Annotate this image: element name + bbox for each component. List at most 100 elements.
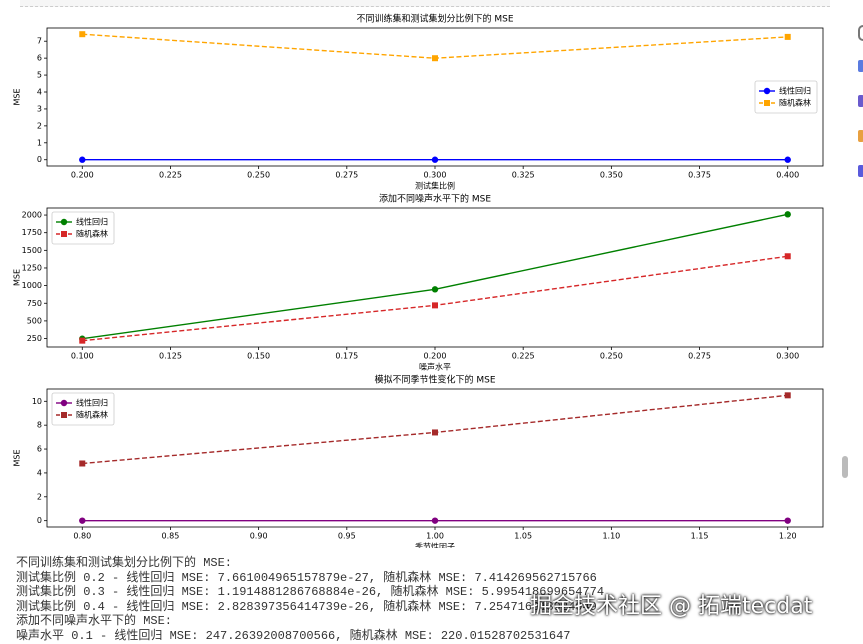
y-tick-label: 1250 <box>22 263 42 272</box>
output-line: 测试集比例 0.4 - 线性回归 MSE: 2.828397356414739e… <box>16 599 597 614</box>
x-tick-label: 0.150 <box>247 352 270 361</box>
y-tick-label: 3 <box>37 104 42 113</box>
legend-box <box>754 80 818 114</box>
legend-marker <box>60 399 68 407</box>
marker <box>784 253 791 260</box>
x-tick-label: 0.325 <box>512 171 535 180</box>
x-tick-label: 0.80 <box>73 532 91 541</box>
y-tick-label: 8 <box>37 421 42 430</box>
marker <box>432 55 438 62</box>
marker <box>79 337 86 344</box>
marker <box>784 33 791 40</box>
x-tick-label: 0.225 <box>159 171 182 180</box>
x-tick-label: 0.125 <box>159 352 182 361</box>
chart-title: 不同训练集和测试集划分比例下的 MSE <box>356 13 513 25</box>
charts: 不同训练集和测试集划分比例下的 MSE 测试集比例 MSE 0.200 0.225 0.2… <box>13 13 824 549</box>
x-tick-label: 0.225 <box>512 352 535 361</box>
legend-label: 线性回归 <box>76 217 108 227</box>
marker <box>79 156 86 163</box>
marker <box>431 156 439 163</box>
legend-label: 线性回归 <box>76 398 108 408</box>
y-tick-label: 500 <box>27 316 42 325</box>
series-line <box>82 33 788 59</box>
series-line <box>82 213 788 340</box>
legend-label: 随机森林 <box>779 98 811 108</box>
marker <box>784 156 791 163</box>
x-tick-label: 0.300 <box>776 352 799 361</box>
output-line: 测试集比例 0.2 - 线性回归 MSE: 7.661004965157879e… <box>16 570 597 585</box>
y-tick-label: 1500 <box>22 246 42 255</box>
x-tick-label: 0.275 <box>335 171 358 180</box>
x-axis-label: 季节性因子 <box>415 542 455 549</box>
x-tick-label: 0.95 <box>338 532 356 541</box>
y-tick-label: 10 <box>32 397 42 406</box>
output-line: 不同训练集和测试集划分比例下的 MSE: <box>16 556 233 570</box>
y-tick-label: 5 <box>37 71 42 80</box>
legend-label: 随机森林 <box>76 229 108 239</box>
legend-box <box>51 211 115 245</box>
x-tick-label: 0.200 <box>71 171 94 180</box>
chart-title: 模拟不同季节性变化下的 MSE <box>374 374 495 386</box>
output-line: 噪声水平 0.1 - 线性回归 MSE: 247.26392008700566,… <box>16 628 571 643</box>
marker <box>431 286 439 293</box>
icon[interactable] <box>858 130 863 142</box>
series-line <box>82 394 788 465</box>
y-tick-label: 750 <box>27 299 42 308</box>
marker <box>79 517 86 524</box>
x-tick-label: 0.200 <box>424 352 447 361</box>
legend-marker <box>763 87 771 95</box>
legend-label: 随机森林 <box>76 410 108 420</box>
y-tick-label: 1750 <box>22 228 42 237</box>
x-tick-label: 0.375 <box>688 171 711 180</box>
y-tick-label: 6 <box>37 54 42 63</box>
y-tick-label: 1 <box>37 138 42 147</box>
marker <box>79 31 86 38</box>
output-text: 不同训练集和测试集划分比例下的 MSE: 测试集比例 0.2 - 线性回归 MSE… <box>16 556 604 644</box>
y-axis-label: MSE <box>13 449 22 466</box>
x-tick-label: 1.10 <box>602 532 620 541</box>
plot-frame <box>46 27 824 167</box>
plot-frame <box>46 207 824 348</box>
icon[interactable] <box>858 165 863 177</box>
icon[interactable] <box>858 95 863 107</box>
output-line: 测试集比例 0.3 - 线性回归 MSE: 1.1914881286768884… <box>16 585 605 600</box>
y-tick-label: 250 <box>27 334 42 343</box>
x-tick-label: 1.15 <box>691 532 709 541</box>
legend-box <box>51 392 115 426</box>
watermark: 掘金技术社区 @ 拓端tecdat <box>530 594 813 619</box>
marker <box>431 517 439 524</box>
x-tick-label: 0.85 <box>162 532 180 541</box>
y-tick-label: 2 <box>37 121 42 130</box>
y-tick-label: 0 <box>37 516 42 525</box>
chart-title: 添加不同噪声水平下的 MSE <box>379 193 491 205</box>
x-tick-label: 0.100 <box>71 352 94 361</box>
x-tick-label: 0.400 <box>776 171 799 180</box>
legend-marker <box>61 412 67 418</box>
marker <box>79 460 86 467</box>
y-tick-label: 4 <box>37 468 42 477</box>
y-tick-label: 4 <box>37 88 42 97</box>
y-tick-label: 7 <box>37 37 42 46</box>
marker <box>784 392 791 399</box>
x-tick-label: 1.05 <box>514 532 532 541</box>
x-tick-label: 0.250 <box>600 352 623 361</box>
series-line <box>82 255 788 342</box>
plot-frame <box>46 388 824 528</box>
legend-marker <box>61 231 67 237</box>
scrollbar[interactable] <box>842 456 848 478</box>
marker <box>784 211 791 218</box>
icon[interactable] <box>858 60 863 72</box>
marker <box>432 429 438 436</box>
x-tick-label: 0.350 <box>600 171 623 180</box>
x-tick-label: 0.300 <box>424 171 447 180</box>
y-tick-label: 2000 <box>22 211 42 220</box>
y-tick-label: 1000 <box>22 281 42 290</box>
y-axis-label: MSE <box>13 88 22 105</box>
y-tick-label: 6 <box>37 445 42 454</box>
legend-label: 线性回归 <box>779 86 811 96</box>
icon[interactable] <box>858 25 863 41</box>
y-axis-label: MSE <box>13 269 22 286</box>
sidebar <box>842 0 863 635</box>
marker <box>784 517 791 524</box>
